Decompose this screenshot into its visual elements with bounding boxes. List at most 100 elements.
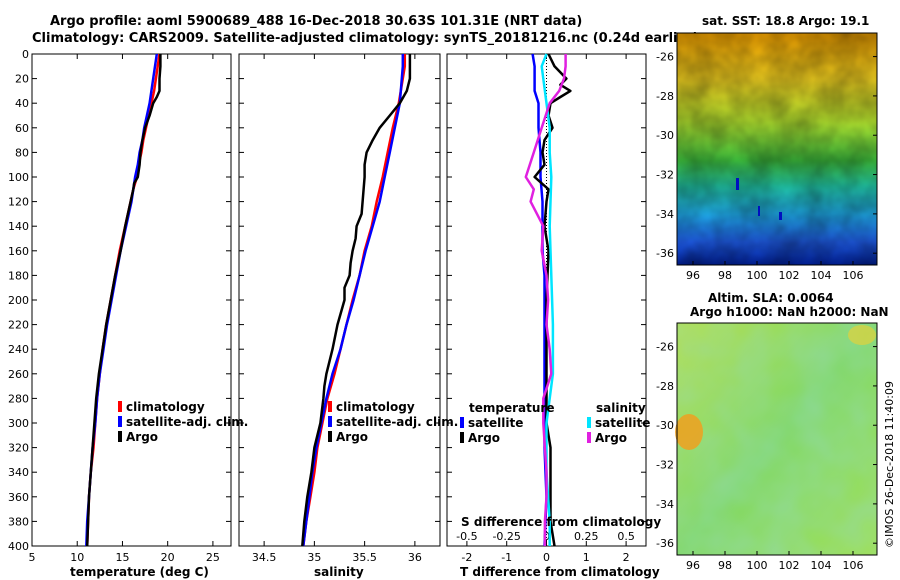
series-line-salinity-argo (524, 54, 567, 546)
legend-swatch-argo (328, 431, 332, 442)
y-tick-label: 140 (8, 220, 29, 233)
y-tick-label: 100 (8, 171, 29, 184)
x-tick-label: 1 (583, 551, 590, 564)
legend-swatch-sal-satellite (587, 417, 591, 428)
legend-swatch-temp-argo (460, 432, 464, 443)
y-tick-label: 360 (8, 491, 29, 504)
legend-label-satellite: satellite-adj. clim. (126, 415, 248, 429)
legend-swatch-sal-argo (587, 432, 591, 443)
x-tick-label: -1 (501, 551, 512, 564)
y-tick-label: 340 (8, 466, 29, 479)
legend-label-sal-argo: Argo (595, 431, 627, 445)
temperature-legend: climatology satellite-adj. clim. Argo (118, 400, 248, 444)
map-y-tick-label: -36 (656, 247, 674, 260)
y-tick-label: 220 (8, 319, 29, 332)
map-x-tick-label: 98 (718, 269, 732, 282)
series-line-satellite-adj-clim- (302, 54, 405, 547)
sla-warm-anomaly-2 (848, 325, 876, 345)
y-tick-label: 80 (15, 146, 29, 159)
x-tick-label: 0 (543, 551, 550, 564)
y-tick-label: 400 (8, 540, 29, 553)
legend-swatch-temp-satellite (460, 417, 464, 428)
y-tick-label: 0 (22, 48, 29, 61)
map-x-tick-label: 102 (779, 559, 800, 572)
map-x-tick-label: 96 (686, 269, 700, 282)
x-tick-label: 36 (408, 551, 422, 564)
series-line-argo (85, 54, 162, 547)
title-line-1: Argo profile: aoml 5900689_488 16-Dec-20… (50, 14, 582, 29)
legend-label-climatology: climatology (126, 400, 205, 414)
map-y-tick-label: -28 (656, 380, 674, 393)
legend-label-argo: Argo (126, 430, 158, 444)
sst-map-title: sat. SST: 18.8 Argo: 19.1 (702, 14, 869, 28)
top-x-tick-label: -0.5 (456, 530, 477, 543)
y-tick-label: 320 (8, 442, 29, 455)
series-line-argo (301, 54, 412, 547)
map-y-tick-label: -26 (656, 51, 674, 64)
salinity-legend: climatology satellite-adj. clim. Argo (328, 400, 458, 444)
legend-swatch-climatology (328, 401, 332, 412)
x-tick-label: 20 (161, 551, 175, 564)
map-x-tick-label: 96 (686, 559, 700, 572)
y-tick-label: 260 (8, 368, 29, 381)
x-tick-label: 2 (623, 551, 630, 564)
y-tick-label: 200 (8, 294, 29, 307)
difference-top-xlabel: S difference from climatology (461, 515, 661, 529)
salinity-xlabel: salinity (314, 565, 364, 579)
sla-map-frame (676, 322, 878, 556)
map-y-tick-label: -28 (656, 90, 674, 103)
y-tick-label: 180 (8, 269, 29, 282)
map-y-tick-label: -34 (656, 208, 674, 221)
y-tick-label: 40 (15, 97, 29, 110)
map-x-tick-label: 104 (811, 269, 832, 282)
map-y-tick-label: -36 (656, 537, 674, 550)
sla-map-subtitle: Argo h1000: NaN h2000: NaN (690, 305, 889, 319)
legend-title-salinity: salinity (596, 401, 646, 415)
sst-argo-marker-2 (758, 206, 760, 216)
sst-map (676, 32, 878, 266)
map-y-tick-label: -32 (656, 459, 674, 472)
salinity-plot-frame (238, 53, 441, 547)
y-tick-label: 300 (8, 417, 29, 430)
legend-label-argo: Argo (336, 430, 368, 444)
top-x-tick-label: 0.5 (617, 530, 635, 543)
x-tick-label: 35 (307, 551, 321, 564)
y-tick-label: 120 (8, 196, 29, 209)
y-tick-label: 160 (8, 245, 29, 258)
sla-map-title: Altim. SLA: 0.0064 (708, 291, 834, 305)
map-y-tick-label: -34 (656, 498, 674, 511)
sst-map-axes: 96 98 100 102 104 106 -26 -28 -30 -32 -34 -36 (656, 51, 877, 282)
y-tick-label: 380 (8, 515, 29, 528)
series-line-temperature-argo (533, 53, 572, 547)
temperature-xlabel: temperature (deg C) (70, 565, 209, 579)
map-y-tick-label: -32 (656, 169, 674, 182)
legend-label-temp-argo: Argo (468, 431, 500, 445)
temperature-plot-frame (31, 53, 232, 547)
difference-xlabel: T difference from climatology (460, 565, 660, 579)
sst-argo-marker (736, 178, 739, 190)
y-tick-label: 60 (15, 122, 29, 135)
map-x-tick-label: 106 (843, 559, 864, 572)
sla-map-texture (677, 323, 877, 555)
imos-watermark: ©IMOS 26-Dec-2018 11:40:09 (883, 381, 896, 548)
x-tick-label: 10 (70, 551, 84, 564)
legend-swatch-argo (118, 431, 122, 442)
legend-label-climatology: climatology (336, 400, 415, 414)
sst-map-texture (677, 33, 877, 265)
difference-legend: temperature salinity satellite Argo sate… (460, 401, 650, 445)
legend-swatch-satellite (118, 416, 122, 427)
legend-swatch-satellite (328, 416, 332, 427)
difference-panel: -2 -1 0 1 2 -0.5 -0.25 0 0.25 0.5 (446, 53, 647, 564)
x-tick-label: 5 (29, 551, 36, 564)
sst-map-frame (676, 32, 878, 266)
title-line-2: Climatology: CARS2009. Satellite-adjuste… (32, 31, 699, 46)
y-tick-label: 20 (15, 73, 29, 86)
x-tick-label: 35.5 (352, 551, 377, 564)
map-x-tick-label: 106 (843, 269, 864, 282)
legend-label-temp-satellite: satellite (468, 416, 523, 430)
map-x-tick-label: 98 (718, 559, 732, 572)
top-x-tick-label: 0.25 (574, 530, 599, 543)
legend-label-satellite: satellite-adj. clim. (336, 415, 458, 429)
map-x-tick-label: 100 (747, 559, 768, 572)
